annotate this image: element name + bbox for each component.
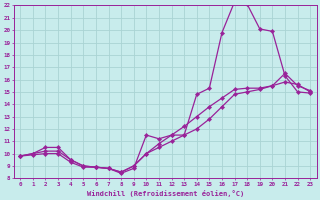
X-axis label: Windchill (Refroidissement éolien,°C): Windchill (Refroidissement éolien,°C) bbox=[87, 190, 244, 197]
